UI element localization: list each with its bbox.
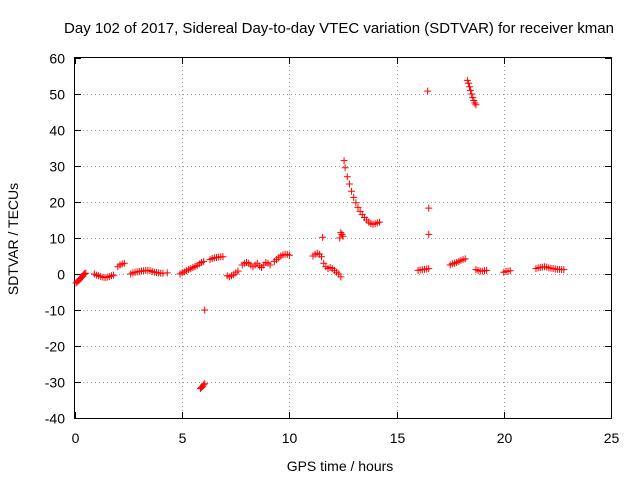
plot-frame xyxy=(74,57,612,419)
data-point xyxy=(320,259,328,267)
data-point xyxy=(319,233,327,241)
data-point xyxy=(350,193,358,201)
data-point xyxy=(337,229,345,237)
data-point xyxy=(339,232,347,240)
data-point xyxy=(337,273,345,281)
x-tick-label: 20 xyxy=(497,430,513,446)
data-point xyxy=(201,380,209,388)
data-point xyxy=(219,253,227,261)
data-point xyxy=(468,90,476,98)
data-point xyxy=(348,187,356,195)
data-point xyxy=(464,79,472,87)
data-point xyxy=(200,381,208,389)
data-point xyxy=(472,101,480,109)
data-points xyxy=(72,76,568,392)
y-tick-label: 50 xyxy=(49,87,65,103)
data-point xyxy=(425,265,433,273)
x-axis-label: GPS time / hours xyxy=(287,458,394,474)
y-tick-label: 30 xyxy=(49,159,65,175)
data-point xyxy=(467,86,475,94)
data-point xyxy=(343,173,351,181)
data-point xyxy=(82,269,90,277)
y-tick-label: 60 xyxy=(49,51,65,67)
data-point xyxy=(341,164,349,172)
data-point xyxy=(425,204,433,212)
axis-ticks: -40 -30 -20 -10 0 10 20 30 40 50 60 0 5 10 15 20 25 xyxy=(45,51,620,447)
data-point xyxy=(266,261,274,269)
y-tick-label: -30 xyxy=(45,375,65,391)
grid xyxy=(75,58,611,418)
x-tick-label: 25 xyxy=(604,430,620,446)
data-point xyxy=(375,218,383,226)
data-point xyxy=(110,271,118,279)
y-tick-label: 40 xyxy=(49,123,65,139)
y-tick-label: -20 xyxy=(45,339,65,355)
data-point xyxy=(340,157,348,165)
data-point xyxy=(338,230,346,238)
x-tick-label: 5 xyxy=(179,430,187,446)
data-point xyxy=(354,203,362,211)
data-point xyxy=(163,269,171,277)
data-point xyxy=(336,234,344,242)
data-point xyxy=(234,267,242,275)
data-point xyxy=(285,251,293,259)
data-point xyxy=(318,253,326,261)
data-point xyxy=(560,266,568,274)
data-point xyxy=(345,180,353,188)
x-tick-label: 15 xyxy=(390,430,406,446)
data-point xyxy=(506,267,514,275)
x-tick-label: 10 xyxy=(282,430,298,446)
y-axis-label: SDTVAR / TECUs xyxy=(5,183,21,295)
x-tick-label: 0 xyxy=(72,430,80,446)
chart-title: Day 102 of 2017, Sidereal Day-to-day VTE… xyxy=(64,20,614,37)
data-point xyxy=(471,99,479,107)
data-point xyxy=(352,199,360,207)
data-point xyxy=(425,230,433,238)
data-point xyxy=(200,257,208,265)
data-point xyxy=(469,94,477,102)
data-point xyxy=(461,255,469,263)
data-point xyxy=(424,87,432,95)
data-point xyxy=(463,76,471,84)
data-point xyxy=(465,83,473,91)
y-tick-label: -10 xyxy=(45,303,65,319)
data-point xyxy=(201,306,209,314)
y-tick-label: 10 xyxy=(49,231,65,247)
data-point xyxy=(120,259,128,267)
y-tick-label: -40 xyxy=(45,411,65,427)
y-tick-label: 0 xyxy=(57,267,65,283)
y-tick-label: 20 xyxy=(49,195,65,211)
data-point xyxy=(483,266,491,274)
